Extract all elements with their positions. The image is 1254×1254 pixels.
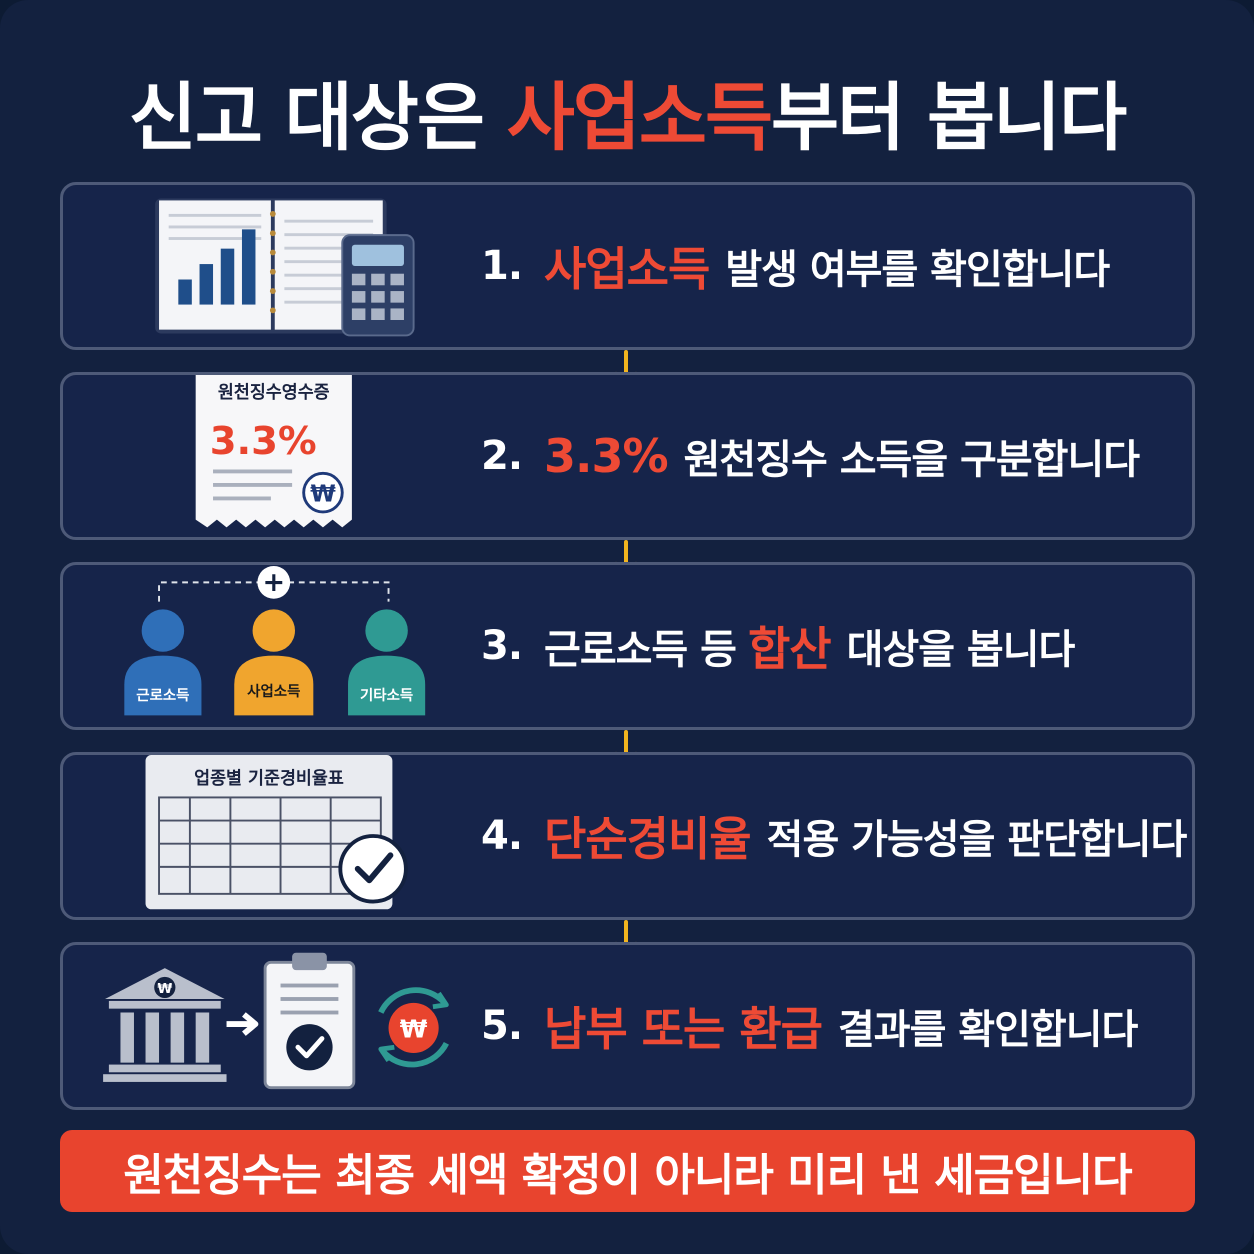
table-icon: 업종별 기준경비율표 [145,755,408,910]
label-center: 사업소득 [247,683,300,700]
label-right: 기타소득 [360,687,413,704]
receipt-icon: 원천징수영수증 3.3% ₩ [195,375,352,528]
receipt-rate: 3.3% [210,419,317,464]
step-number: 4. [481,813,523,859]
plus-icon [257,565,291,599]
bank-icon: ₩ [103,952,449,1090]
people-icon: + 근로소득 사업소득 기타소득 [124,565,426,716]
step-text-2: 2. 3.3% 원천징수 소득을 구분합니다 [481,375,1140,537]
step-highlight: 납부 또는 환급 [544,1002,823,1056]
step-number: 2. [481,433,523,479]
banner-text: 원천징수는 최종 세액 확정이 아니라 미리 낸 세금입니다 [123,1150,1132,1201]
receipt-currency: ₩ [310,481,336,507]
step-rest: 발생 여부를 확인합니다 [725,247,1110,293]
step-highlight: 사업소득 [544,242,710,296]
footer-banner: 원천징수는 최종 세액 확정이 아니라 미리 낸 세금입니다 [60,1130,1195,1212]
step-rest: 대상을 봅니다 [846,627,1076,673]
step-highlight: 합산 [747,622,832,676]
step-number: 5. [481,1003,523,1049]
table-title: 업종별 기준경비율표 [194,769,344,789]
step-rest: 결과를 확인합니다 [837,1007,1138,1053]
step-text-5: 5. 납부 또는 환급 결과를 확인합니다 [481,945,1138,1107]
check-icon [338,834,408,904]
step-rest: 적용 가능성을 판단합니다 [766,817,1188,863]
step-number: 3. [481,623,523,669]
title-highlight: 사업소득 [506,75,773,161]
step-number: 1. [481,243,523,289]
label-left: 근로소득 [136,687,189,704]
coin-currency: ₩ [400,1015,428,1044]
step-card-4: 업종별 기준경비율표 4. 단순경비율 적용 가능성을 판단합니다 [60,752,1195,920]
plus-sign: + [262,567,285,598]
refresh-coin-icon: ₩ [378,987,449,1068]
step-highlight: 단순경비율 [544,812,752,866]
clipboard-icon [263,952,356,1090]
title-part1: 신고 대상은 [128,75,507,161]
receipt-title: 원천징수영수증 [218,383,330,403]
title-part2: 부터 봅니다 [771,75,1127,161]
step-text-4: 4. 단순경비율 적용 가능성을 판단합니다 [481,755,1188,917]
step-card-3: + 근로소득 사업소득 기타소득 3. 근로소득 등 합산 대상을 봅니다 [60,562,1195,730]
step-card-5: ₩ [60,942,1195,1110]
step-text-3: 3. 근로소득 등 합산 대상을 봅니다 [481,565,1076,727]
book-chart-icon [155,198,415,337]
step-pre: 근로소득 등 [544,627,737,673]
step-highlight: 3.3% [544,429,669,483]
bank-currency: ₩ [157,981,172,997]
page-title: 신고 대상은 사업소득부터 봅니다 [0,58,1254,165]
step-card-2: 원천징수영수증 3.3% ₩ 2. 3.3% 원천징수 소득을 구분합니다 [60,372,1195,540]
step-text-1: 1. 사업소득 발생 여부를 확인합니다 [481,185,1110,347]
calculator-icon [341,234,415,337]
step-card-1: 1. 사업소득 발생 여부를 확인합니다 [60,182,1195,350]
step-rest: 원천징수 소득을 구분합니다 [683,437,1140,483]
won-coin-icon [302,471,344,514]
